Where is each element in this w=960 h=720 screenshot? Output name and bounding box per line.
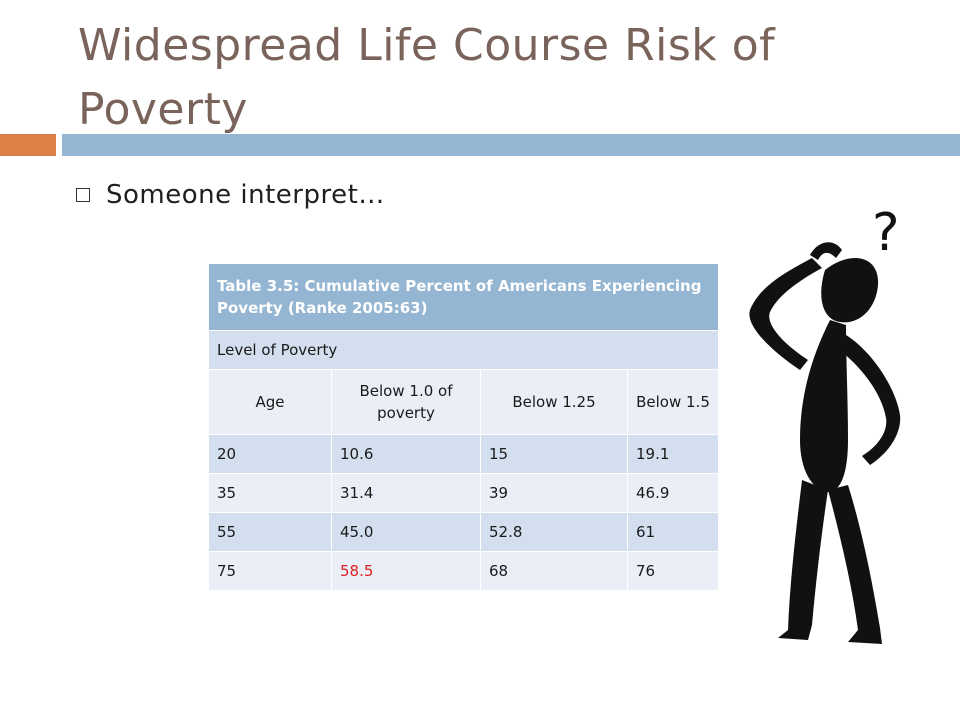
table-cell: 52.8 xyxy=(480,512,628,552)
confused-person-icon: ? xyxy=(749,203,901,644)
table-cell: 75 xyxy=(208,551,332,591)
figure-head xyxy=(821,258,879,323)
title-accent-bar-blue xyxy=(62,134,960,156)
table-cell: 46.9 xyxy=(627,473,719,513)
table-caption-row: Table 3.5: Cumulative Percent of America… xyxy=(208,263,719,331)
column-header-below-1-5: Below 1.5 xyxy=(627,369,719,435)
figure-torso xyxy=(800,320,848,492)
poverty-table: Table 3.5: Cumulative Percent of America… xyxy=(208,263,719,591)
table-cell-highlighted: 58.5 xyxy=(331,551,481,591)
column-header-below-1-25: Below 1.25 xyxy=(480,369,628,435)
column-header-age: Age xyxy=(208,369,332,435)
question-mark-icon: ? xyxy=(872,203,900,263)
table-header-row: Age Below 1.0 of poverty Below 1.25 Belo… xyxy=(208,369,719,435)
table-caption: Table 3.5: Cumulative Percent of America… xyxy=(208,263,719,331)
column-header-below-1-0: Below 1.0 of poverty xyxy=(331,369,481,435)
table-cell: 10.6 xyxy=(331,434,481,474)
figure-hand xyxy=(810,242,842,260)
table-cell: 35 xyxy=(208,473,332,513)
bullet-text: Someone interpret… xyxy=(106,180,385,210)
square-bullet-icon xyxy=(76,188,90,202)
table-row: 20 10.6 15 19.1 xyxy=(208,434,719,474)
table-cell: 19.1 xyxy=(627,434,719,474)
table-cell: 76 xyxy=(627,551,719,591)
table-cell: 15 xyxy=(480,434,628,474)
table-cell: 39 xyxy=(480,473,628,513)
table-cell: 55 xyxy=(208,512,332,552)
level-of-poverty-label: Level of Poverty xyxy=(208,330,719,370)
table-cell: 61 xyxy=(627,512,719,552)
table-row: 55 45.0 52.8 61 xyxy=(208,512,719,552)
title-accent-bar-orange xyxy=(0,134,56,156)
figure-hip-arm xyxy=(842,335,901,465)
figure-legs xyxy=(778,480,882,644)
bullet-item: Someone interpret… xyxy=(76,180,385,210)
figure-raised-arm xyxy=(749,258,822,370)
table-cell: 31.4 xyxy=(331,473,481,513)
table-row: 75 58.5 68 76 xyxy=(208,551,719,591)
slide-title: Widespread Life Course Risk of Poverty xyxy=(78,20,776,135)
table-cell: 45.0 xyxy=(331,512,481,552)
table-cell: 68 xyxy=(480,551,628,591)
table-level-row: Level of Poverty xyxy=(208,330,719,370)
table-cell: 20 xyxy=(208,434,332,474)
table-row: 35 31.4 39 46.9 xyxy=(208,473,719,513)
